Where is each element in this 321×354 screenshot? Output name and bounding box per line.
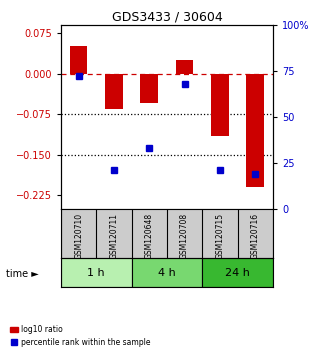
Legend: log10 ratio, percentile rank within the sample: log10 ratio, percentile rank within the … (7, 322, 153, 350)
Bar (176, 60, 193, 74)
Text: GSM120711: GSM120711 (109, 213, 118, 259)
Bar (247, 74, 264, 187)
Bar (211, 74, 229, 136)
Text: 24 h: 24 h (225, 268, 250, 278)
Text: 1 h: 1 h (88, 268, 105, 278)
Bar (141, 74, 158, 103)
Text: 4 h: 4 h (158, 268, 176, 278)
Text: GSM120715: GSM120715 (215, 213, 224, 259)
Bar (70, 46, 87, 74)
Text: GSM120708: GSM120708 (180, 213, 189, 259)
Text: time ►: time ► (6, 269, 39, 279)
Text: GSM120648: GSM120648 (145, 213, 154, 259)
Text: GSM120710: GSM120710 (74, 213, 83, 259)
Bar (105, 74, 123, 109)
Bar (132, 258, 202, 287)
Title: GDS3433 / 30604: GDS3433 / 30604 (111, 11, 222, 24)
Bar (202, 258, 273, 287)
Text: GSM120716: GSM120716 (251, 213, 260, 259)
Bar (61, 258, 132, 287)
